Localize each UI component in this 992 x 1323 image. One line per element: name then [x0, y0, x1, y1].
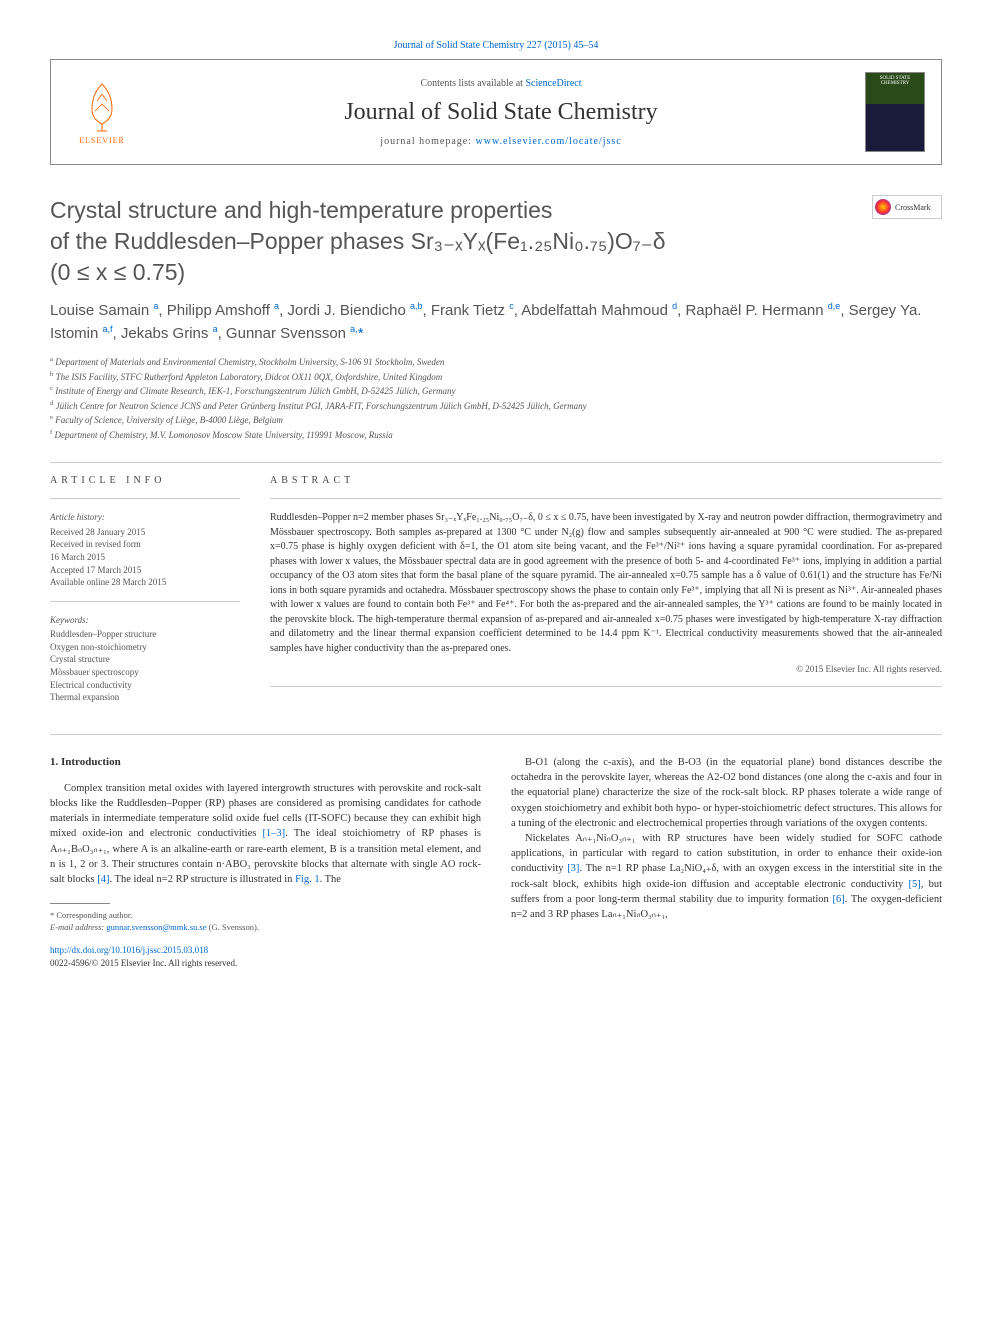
abstract-text: Ruddlesden–Popper n=2 member phases Sr₃₋…: [270, 511, 942, 656]
affiliations: a Department of Materials and Environmen…: [50, 355, 942, 442]
abstract-heading: ABSTRACT: [270, 475, 942, 486]
crossmark-icon: [875, 199, 891, 215]
keywords-heading: Keywords:: [50, 614, 240, 627]
elsevier-text: ELSEVIER: [79, 136, 125, 145]
author-list: Louise Samain a, Philipp Amshoff a, Jord…: [50, 300, 942, 345]
footer-rights: 0022-4596/© 2015 Elsevier Inc. All right…: [50, 958, 237, 968]
keyword-line: Oxygen non-stoichiometry: [50, 641, 240, 654]
affiliation-line: b The ISIS Facility, STFC Rutherford App…: [50, 370, 942, 385]
journal-header: ELSEVIER Contents lists available at Sci…: [50, 59, 942, 165]
contents-line: Contents lists available at ScienceDirec…: [137, 78, 865, 89]
journal-homepage-link[interactable]: www.elsevier.com/locate/jssc: [476, 136, 622, 147]
doi-link[interactable]: http://dx.doi.org/10.1016/j.jssc.2015.03…: [50, 945, 208, 955]
history-line: Received 28 January 2015: [50, 526, 240, 539]
affiliation-line: d Jülich Centre for Neutron Science JCNS…: [50, 399, 942, 414]
elsevier-logo[interactable]: ELSEVIER: [67, 72, 137, 152]
footnote-separator: [50, 903, 110, 904]
keyword-line: Ruddlesden–Popper structure: [50, 628, 240, 641]
body-paragraph: Nickelates Aₙ₊₁NiₙO₃ₙ₊₁ with RP structur…: [511, 831, 942, 922]
history-line: Available online 28 March 2015: [50, 576, 240, 589]
affiliation-line: f Department of Chemistry, M.V. Lomonoso…: [50, 428, 942, 443]
abstract-section: ABSTRACT Ruddlesden–Popper n=2 member ph…: [270, 475, 942, 714]
affiliation-line: a Department of Materials and Environmen…: [50, 355, 942, 370]
keyword-line: Electrical conductivity: [50, 679, 240, 692]
sciencedirect-link[interactable]: ScienceDirect: [525, 78, 581, 89]
history-line: Received in revised form: [50, 538, 240, 551]
keyword-line: Mössbauer spectroscopy: [50, 666, 240, 679]
keyword-line: Crystal structure: [50, 653, 240, 666]
article-info-sidebar: ARTICLE INFO Article history: Received 2…: [50, 475, 240, 714]
body-paragraph: B-O1 (along the c-axis), and the B-O3 (i…: [511, 755, 942, 831]
affiliation-line: c Institute of Energy and Climate Resear…: [50, 384, 942, 399]
body-paragraph: Complex transition metal oxides with lay…: [50, 781, 481, 888]
email-link[interactable]: gunnar.svensson@mmk.su.se: [106, 922, 206, 932]
article-title: Crystal structure and high-temperature p…: [50, 195, 852, 288]
abstract-copyright: © 2015 Elsevier Inc. All rights reserved…: [270, 664, 942, 674]
history-line: Accepted 17 March 2015: [50, 564, 240, 577]
history-line: 16 March 2015: [50, 551, 240, 564]
keyword-line: Thermal expansion: [50, 691, 240, 704]
article-info-heading: ARTICLE INFO: [50, 475, 240, 486]
elsevier-tree-icon: [77, 79, 127, 134]
section-heading: 1. Introduction: [50, 755, 481, 771]
right-column: B-O1 (along the c-axis), and the B-O3 (i…: [511, 755, 942, 970]
divider: [50, 462, 942, 463]
footer-links: http://dx.doi.org/10.1016/j.jssc.2015.03…: [50, 944, 481, 970]
left-column: 1. Introduction Complex transition metal…: [50, 755, 481, 970]
affiliation-line: e Faculty of Science, University of Lièg…: [50, 413, 942, 428]
journal-name: Journal of Solid State Chemistry: [137, 99, 865, 126]
history-heading: Article history:: [50, 511, 240, 524]
journal-cover-thumbnail[interactable]: SOLID STATE CHEMISTRY: [865, 72, 925, 152]
corresponding-author-note: * Corresponding author. E-mail address: …: [50, 910, 481, 934]
homepage-line: journal homepage: www.elsevier.com/locat…: [137, 136, 865, 147]
journal-citation-link[interactable]: Journal of Solid State Chemistry 227 (20…: [50, 40, 942, 51]
crossmark-badge[interactable]: CrossMark: [872, 195, 942, 219]
